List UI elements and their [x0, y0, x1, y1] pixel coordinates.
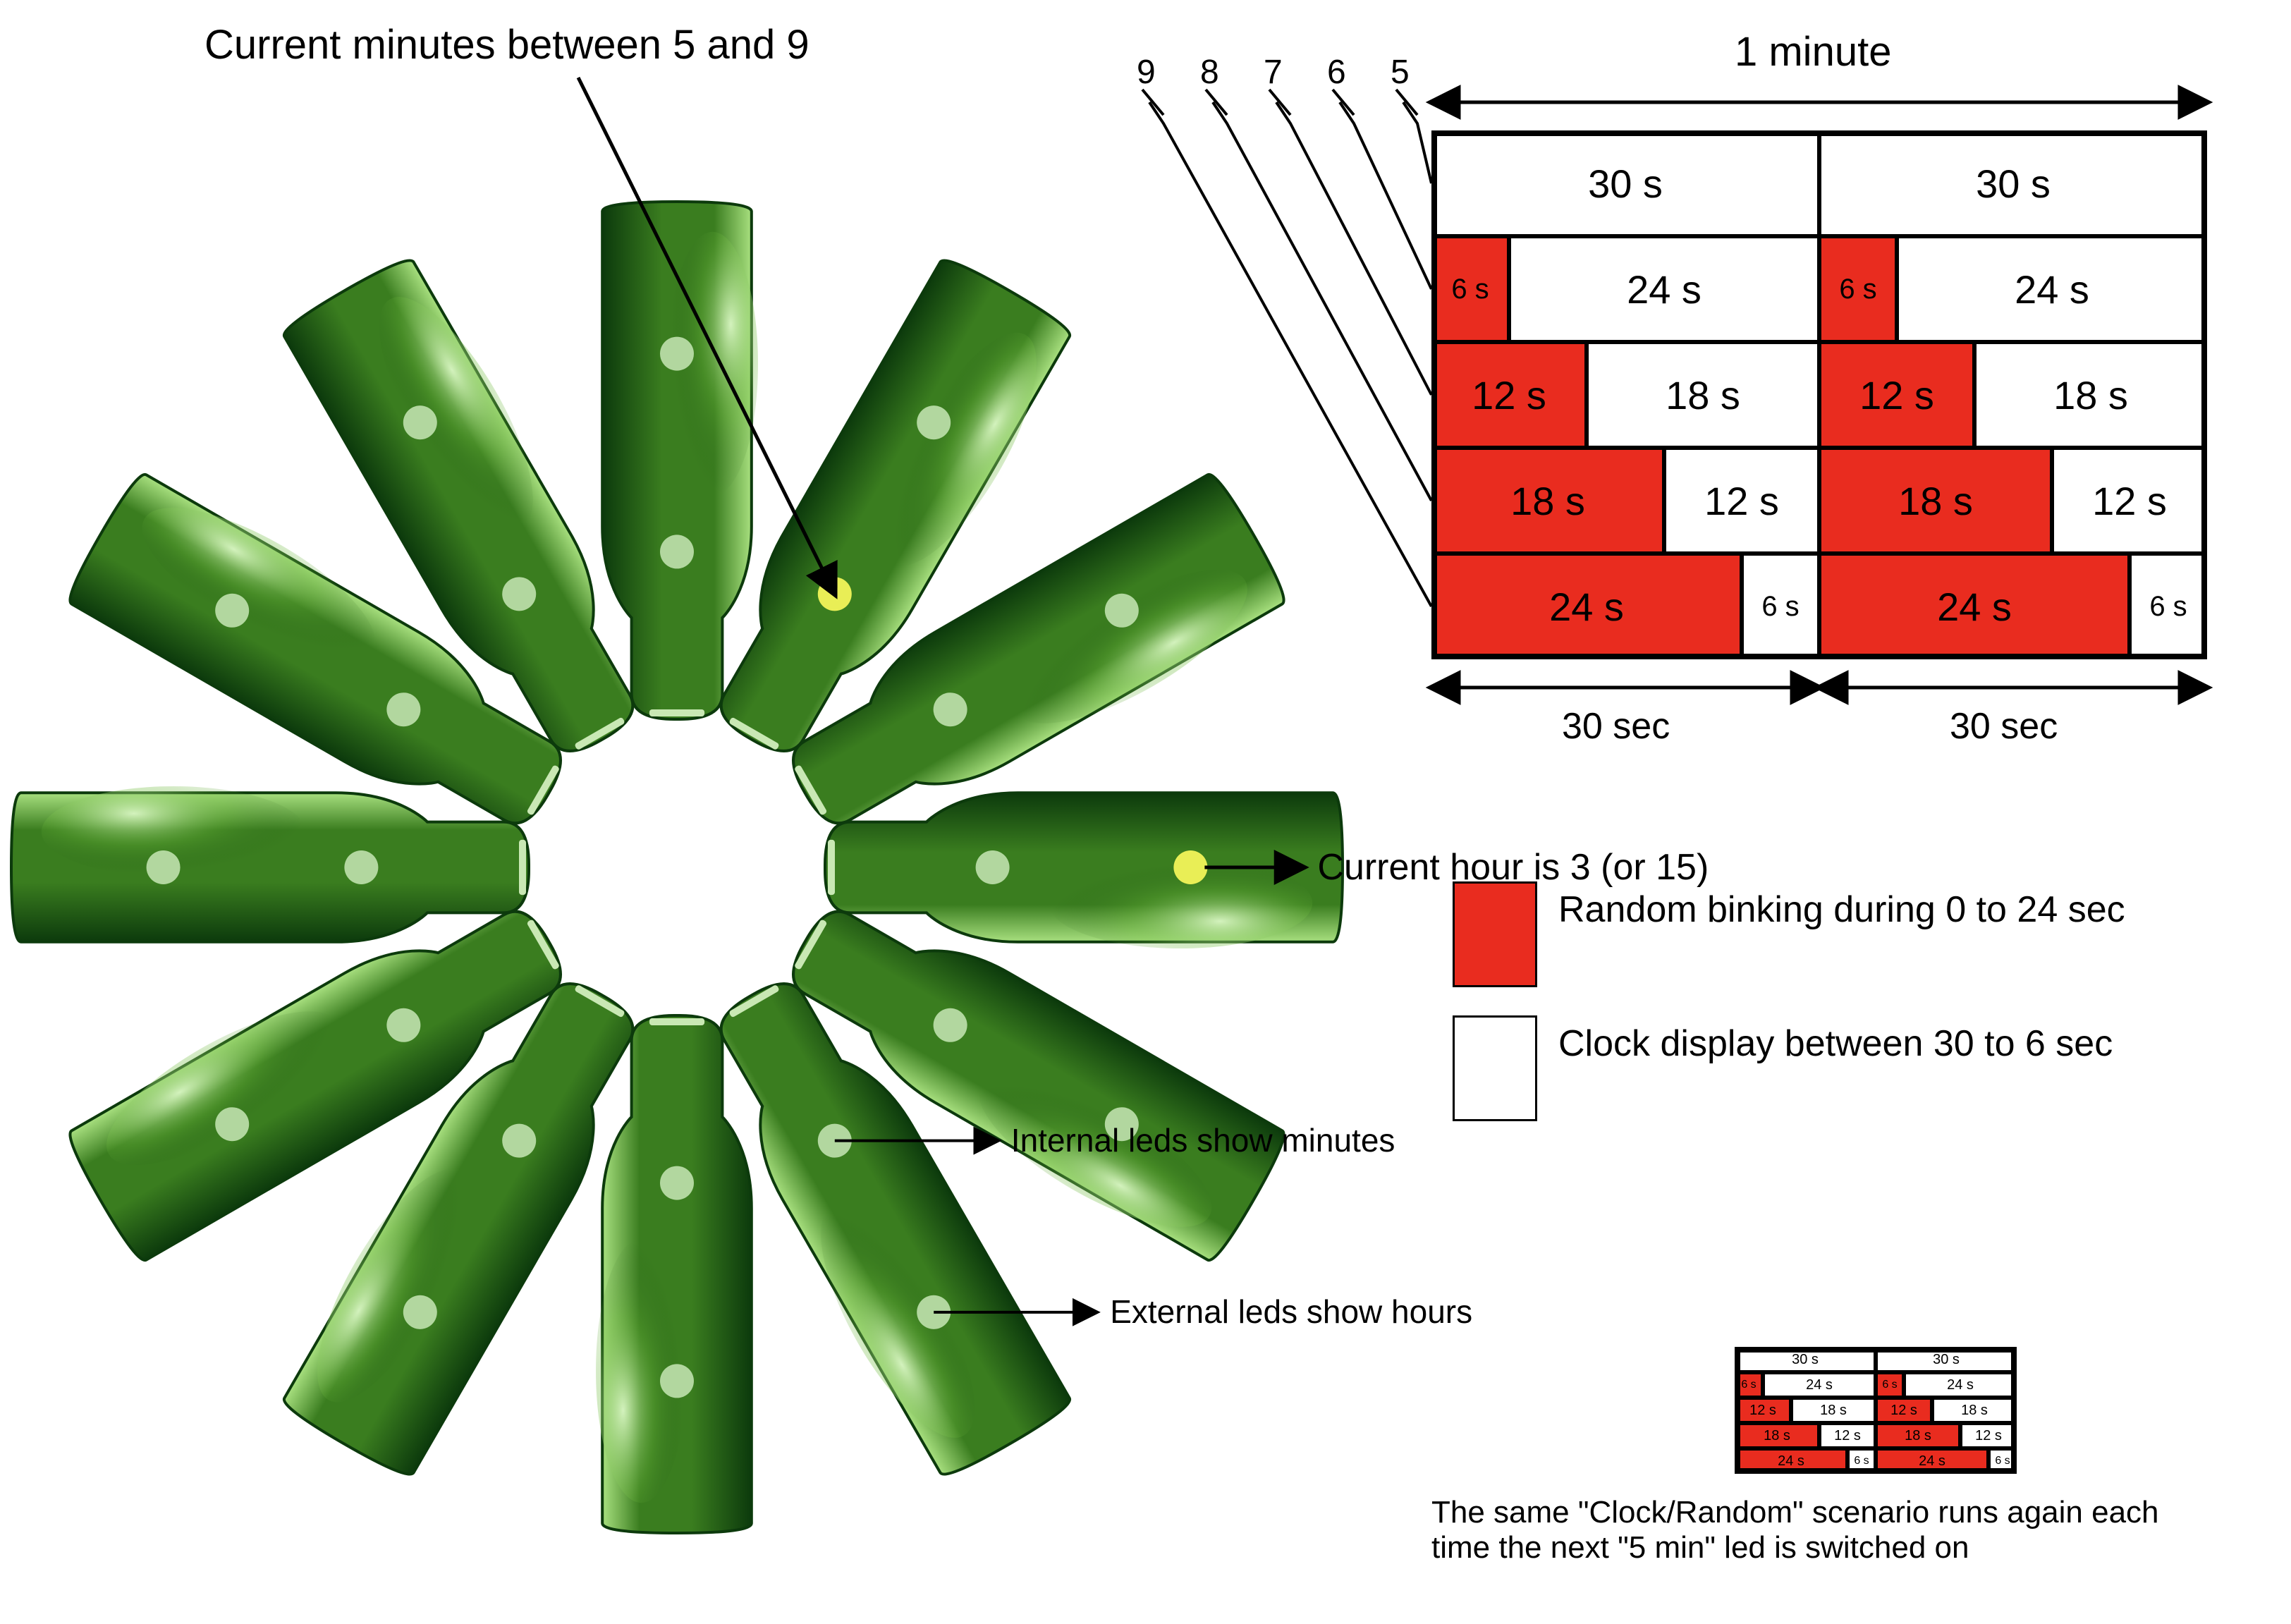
bottle-3: [825, 793, 1343, 948]
legend-white-label: Clock display between 30 to 6 sec: [1558, 1022, 2263, 1065]
bottle-6: [596, 1015, 752, 1533]
legend-red-label: Random binking during 0 to 24 sec: [1558, 889, 2263, 931]
row-number-6: 6: [1327, 53, 1346, 92]
external-led: [660, 337, 694, 371]
timing-table-midline: [1817, 130, 1821, 659]
footer-caption: The same "Clock/Random" scenario runs ag…: [1431, 1495, 2291, 1565]
one-minute-label: 1 minute: [1735, 28, 1891, 75]
row-number-9: 9: [1137, 53, 1156, 92]
internal-led: [660, 535, 694, 568]
legend-red-swatch: [1453, 881, 1537, 987]
external-led: [147, 850, 181, 884]
thirty-sec-label: 30 sec: [1562, 705, 1670, 747]
internal-led: [660, 1166, 694, 1200]
thirty-sec-label: 30 sec: [1950, 705, 2058, 747]
row-number-7: 7: [1264, 53, 1283, 92]
external-leds-label: External leds show hours: [1110, 1293, 1472, 1331]
internal-led: [976, 850, 1010, 884]
minutes-caption: Current minutes between 5 and 9: [204, 21, 810, 68]
internal-leds-label: Internal leds show minutes: [1011, 1121, 1395, 1159]
external-led: [1173, 850, 1207, 884]
row-number-8: 8: [1200, 53, 1219, 92]
timing-table-midline: [1874, 1347, 1878, 1474]
external-led: [660, 1364, 694, 1398]
row-number-5: 5: [1391, 53, 1410, 92]
internal-led: [344, 850, 378, 884]
figure-root: Current minutes between 5 and 9Current h…: [0, 0, 2291, 1624]
bottle-9: [11, 786, 529, 942]
legend-white-swatch: [1453, 1015, 1537, 1121]
